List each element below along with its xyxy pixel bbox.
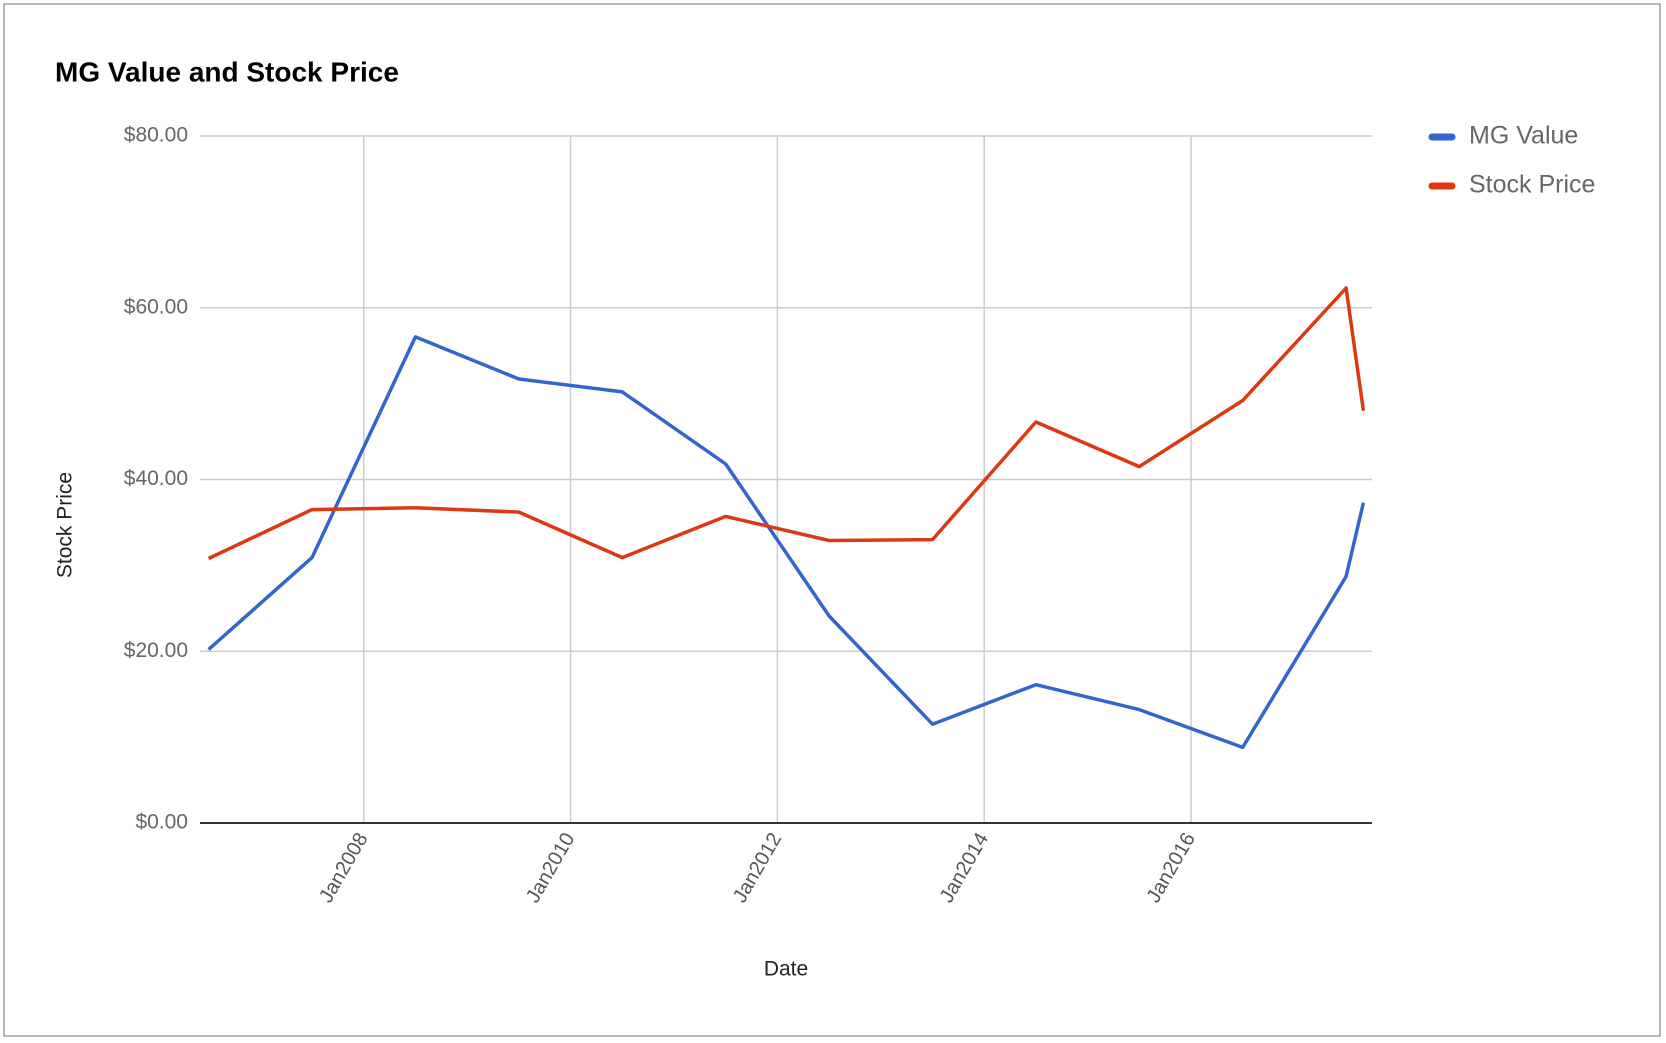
data-line xyxy=(207,286,1366,561)
chart-title: MG Value and Stock Price xyxy=(55,56,399,87)
chart-frame xyxy=(3,3,1661,1037)
y-tick-label: $60.00 xyxy=(124,295,188,318)
y-tick-label: $40.00 xyxy=(124,467,188,490)
x-axis-title: Date xyxy=(764,958,808,981)
legend-label: MG Value xyxy=(1469,122,1578,150)
legend-label: Stock Price xyxy=(1469,171,1595,199)
y-tick-label: $0.00 xyxy=(135,811,188,834)
data-line xyxy=(207,335,1366,750)
y-axis-title: Stock Price xyxy=(54,472,77,578)
y-tick-label: $20.00 xyxy=(124,639,188,662)
y-tick-label: $80.00 xyxy=(124,124,188,147)
